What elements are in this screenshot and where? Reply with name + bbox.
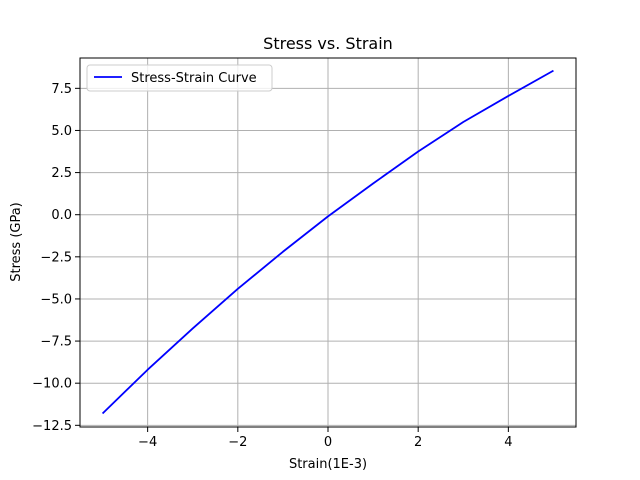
- x-tick-label: −2: [228, 435, 247, 450]
- y-tick-label: −5.0: [40, 292, 72, 307]
- y-tick-label: −7.5: [40, 335, 72, 350]
- x-tick-label: −4: [138, 435, 157, 450]
- y-tick-label: 7.5: [51, 82, 72, 97]
- grid-lines: [80, 58, 576, 427]
- legend-label: Stress-Strain Curve: [131, 71, 257, 86]
- axis-ticks: −4 −2 0 2 4 −12.5 −10.0 −7.5 −5.0 −2.5 0.0 2.5 5.0 7.…: [32, 82, 512, 450]
- y-axis-label: Stress (GPa): [9, 202, 24, 282]
- series-line-stress-strain: [101, 69, 554, 415]
- y-tick-label: −2.5: [40, 250, 72, 265]
- y-tick-label: 5.0: [51, 124, 72, 139]
- y-tick-label: −12.5: [32, 419, 72, 434]
- legend-box: [86, 64, 273, 92]
- x-tick-label: 2: [414, 435, 422, 450]
- y-tick-label: 0.0: [51, 208, 72, 223]
- x-tick-label: 4: [504, 435, 512, 450]
- y-tick-label: 2.5: [51, 166, 72, 181]
- y-tick-label: −10.0: [32, 377, 72, 392]
- legend: Stress-Strain Curve: [86, 64, 273, 92]
- x-tick-label: 0: [324, 435, 332, 450]
- x-axis-label: Strain(1E-3): [289, 457, 367, 472]
- series-layer: [101, 69, 554, 415]
- chart-title: Stress vs. Strain: [263, 34, 393, 53]
